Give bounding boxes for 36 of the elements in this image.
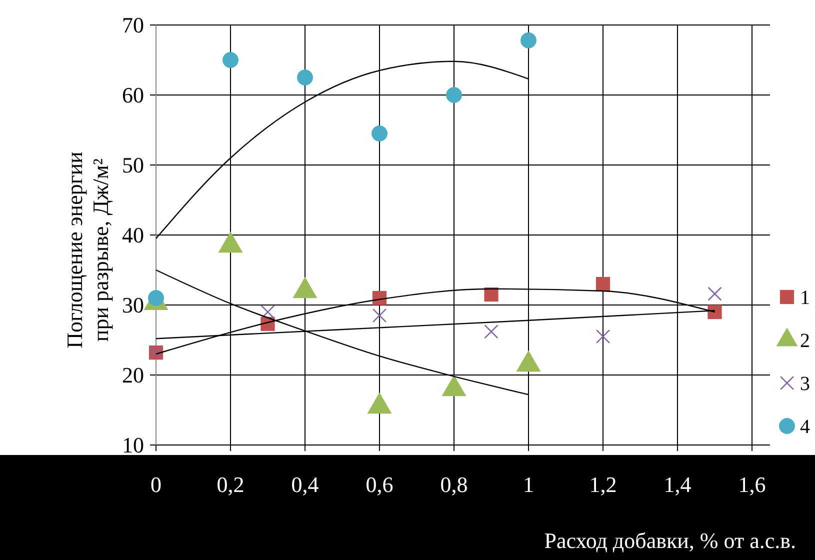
y-tick-label: 60 <box>122 82 144 108</box>
y-axis-title: Поглощение энергии при разрыве, Дж/м² <box>62 151 113 348</box>
x-tick-label: 1 <box>523 472 534 497</box>
x-axis-title: Расход добавки, % от а.с.в. <box>544 528 796 553</box>
point <box>520 32 536 48</box>
y-tick-label: 50 <box>122 152 144 178</box>
point <box>708 286 722 301</box>
point <box>260 304 275 320</box>
x-tick-label: 0,8 <box>440 472 468 497</box>
point <box>222 52 238 68</box>
point <box>484 287 498 302</box>
point <box>446 87 462 103</box>
point <box>372 290 387 306</box>
legend-label: 4 <box>800 416 810 438</box>
x-tick-label: 1,6 <box>738 472 766 497</box>
x-tick-label: 0,2 <box>216 472 244 497</box>
point <box>297 70 313 86</box>
point <box>484 324 498 339</box>
point <box>596 276 610 292</box>
x-tick-label: 0,4 <box>291 472 319 497</box>
y-tick-label: 20 <box>122 362 144 388</box>
legend-label: 2 <box>800 330 810 352</box>
y-tick-label: 40 <box>122 222 144 248</box>
point <box>596 329 610 344</box>
y-tick-label: 10 <box>122 432 144 458</box>
point <box>372 126 388 142</box>
y-tick-label: 30 <box>122 292 144 318</box>
legend-label: 1 <box>800 287 810 309</box>
x-tick-label: 0,6 <box>366 472 394 497</box>
x-tick-label: 1,2 <box>589 472 617 497</box>
x-tick-label: 0 <box>150 472 162 497</box>
y-tick-label: 70 <box>122 12 144 38</box>
point <box>708 304 722 320</box>
point <box>372 308 387 323</box>
x-tick-label: 1,4 <box>664 472 692 497</box>
legend-label: 3 <box>800 373 810 395</box>
